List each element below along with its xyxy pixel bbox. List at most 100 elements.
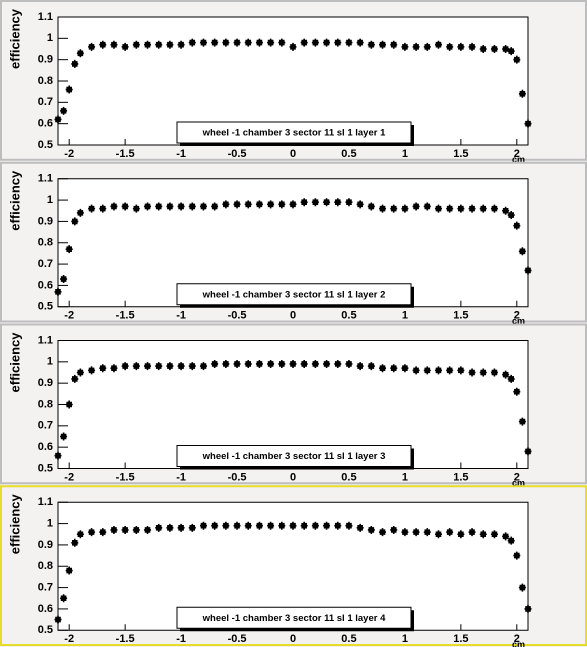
data-point bbox=[233, 521, 241, 530]
data-point bbox=[379, 364, 387, 373]
y-axis-label: efficiency bbox=[7, 332, 22, 393]
data-point bbox=[155, 362, 163, 371]
data-point bbox=[99, 204, 107, 213]
x-tick-label: 1 bbox=[402, 310, 408, 322]
data-point bbox=[390, 364, 398, 373]
data-point bbox=[88, 528, 96, 537]
x-tick-label: 0 bbox=[290, 310, 296, 322]
data-point bbox=[434, 204, 442, 213]
y-tick-label: 0.6 bbox=[38, 603, 53, 615]
panel: 0.5 0.6 0.7 0.8 0.9 1 1.1 -2 -1.5 -1 -0.5 0 0.5 1 1.5 2… bbox=[0, 485, 587, 647]
x-tick-label: -1 bbox=[176, 633, 186, 645]
data-point bbox=[99, 40, 107, 49]
data-point bbox=[518, 89, 526, 98]
data-point bbox=[479, 204, 487, 213]
data-point bbox=[278, 359, 286, 368]
y-tick-label: 0.7 bbox=[38, 96, 53, 108]
data-point bbox=[155, 523, 163, 532]
data-point bbox=[211, 38, 219, 47]
data-point bbox=[76, 368, 84, 377]
data-point bbox=[311, 521, 319, 530]
data-point bbox=[300, 359, 308, 368]
y-tick-label: 1 bbox=[47, 517, 53, 529]
y-tick-label: 0.9 bbox=[38, 54, 53, 66]
data-point bbox=[54, 115, 62, 124]
data-point bbox=[255, 359, 263, 368]
data-point bbox=[300, 198, 308, 207]
y-tick-label: 0.8 bbox=[38, 75, 53, 87]
data-point bbox=[356, 38, 364, 47]
data-point bbox=[502, 45, 510, 53]
data-point bbox=[99, 364, 107, 373]
data-point bbox=[502, 206, 510, 215]
data-point bbox=[110, 202, 118, 211]
data-point bbox=[434, 366, 442, 375]
data-point bbox=[267, 38, 275, 47]
x-tick-label: -0.5 bbox=[228, 310, 247, 322]
data-point bbox=[121, 525, 129, 534]
data-point bbox=[367, 362, 375, 371]
data-point bbox=[188, 523, 196, 532]
data-point bbox=[222, 38, 230, 47]
data-point bbox=[479, 45, 487, 53]
data-point bbox=[60, 594, 68, 603]
y-tick-label: 0.7 bbox=[38, 581, 53, 593]
data-point bbox=[211, 521, 219, 530]
data-point bbox=[524, 266, 532, 275]
y-tick-label: 0.6 bbox=[38, 441, 53, 453]
x-tick-label: 0.5 bbox=[341, 633, 356, 645]
data-point bbox=[446, 204, 454, 213]
data-point bbox=[110, 525, 118, 534]
data-point bbox=[132, 40, 140, 49]
y-axis-label: efficiency bbox=[7, 493, 22, 554]
x-tick-label: -2 bbox=[64, 471, 74, 483]
x-tick-label: 1.5 bbox=[453, 148, 468, 160]
data-point bbox=[513, 387, 521, 396]
x-axis-label: cm bbox=[512, 478, 525, 488]
data-point bbox=[255, 200, 263, 209]
data-point bbox=[65, 245, 73, 254]
data-point bbox=[300, 521, 308, 530]
data-point bbox=[334, 198, 342, 207]
data-point bbox=[479, 530, 487, 539]
data-point bbox=[390, 40, 398, 49]
data-point bbox=[311, 38, 319, 47]
data-point bbox=[468, 42, 476, 51]
x-tick-label: -2 bbox=[64, 148, 74, 160]
data-point bbox=[507, 536, 515, 545]
data-point bbox=[267, 521, 275, 530]
x-tick-label: -1.5 bbox=[116, 148, 135, 160]
x-tick-label: -1.5 bbox=[116, 633, 135, 645]
x-tick-label: 2 bbox=[514, 471, 520, 483]
y-tick-label: 1 bbox=[47, 32, 53, 44]
legend-text: wheel -1 chamber 3 sector 11 sl 1 layer … bbox=[202, 128, 386, 139]
y-tick-label: 0.8 bbox=[38, 560, 53, 572]
data-point bbox=[367, 525, 375, 534]
data-point bbox=[334, 359, 342, 368]
data-point bbox=[457, 530, 465, 539]
legend-text: wheel -1 chamber 3 sector 11 sl 1 layer … bbox=[202, 613, 386, 624]
data-point bbox=[412, 202, 420, 211]
data-point bbox=[468, 368, 476, 377]
data-point bbox=[155, 40, 163, 49]
data-point bbox=[177, 362, 185, 371]
data-point bbox=[502, 370, 510, 379]
y-tick-label: 1.1 bbox=[38, 496, 53, 508]
data-point bbox=[199, 362, 207, 371]
data-point bbox=[446, 528, 454, 537]
data-point bbox=[233, 38, 241, 47]
x-tick-label: 2 bbox=[514, 148, 520, 160]
data-point bbox=[334, 521, 342, 530]
x-tick-label: 1 bbox=[402, 633, 408, 645]
data-point bbox=[222, 359, 230, 368]
data-point bbox=[132, 362, 140, 371]
data-point bbox=[76, 49, 84, 58]
y-tick-label: 0.5 bbox=[38, 462, 53, 474]
y-tick-label: 1.1 bbox=[38, 173, 53, 185]
data-point bbox=[177, 40, 185, 49]
data-point bbox=[54, 287, 62, 296]
data-point bbox=[121, 202, 129, 211]
data-point bbox=[457, 42, 465, 51]
data-point bbox=[278, 521, 286, 530]
x-tick-label: -1 bbox=[176, 471, 186, 483]
